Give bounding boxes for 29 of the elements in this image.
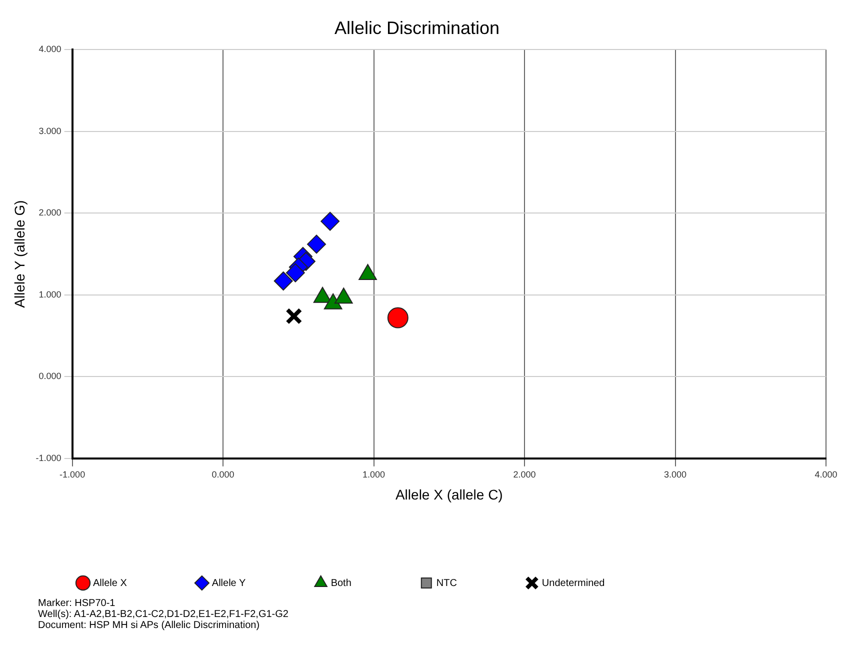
text: Document: HSP MH si APs (Allelic Discrimination)	[38, 620, 261, 631]
x-axis-title: Allele X (allele C)	[395, 486, 503, 502]
y-tick-label: 1.000	[38, 289, 62, 300]
y-tick-label: 3.000	[38, 126, 62, 136]
legend-label: Both	[330, 578, 352, 589]
x-tick-label: -1.000	[60, 469, 86, 480]
y-tick-label: 4.000	[38, 44, 62, 54]
y-tick-label: 0.000	[38, 371, 62, 382]
text: Well(s): A1-A2,B1-B2,C1-C2,D1-D2,E1-E2,F1-F2,G1-G2	[38, 609, 290, 620]
legend-label: Allele X	[93, 578, 128, 589]
y-tick-label: -1.000	[36, 452, 62, 463]
point	[274, 271, 293, 290]
y-tick-label: 2.000	[38, 208, 62, 218]
x-tick-label: 3.000	[664, 469, 687, 480]
x-tick-label: 2.000	[513, 469, 536, 480]
point	[286, 263, 305, 282]
y-axis-title: Allele Y (allele G)	[11, 200, 28, 308]
point	[286, 308, 302, 324]
legend-label: NTC	[436, 578, 457, 589]
point	[387, 307, 408, 328]
x-tick-label: 1.000	[362, 469, 386, 480]
x-tick-label: 0.000	[212, 469, 234, 480]
legend-label: Allele Y	[212, 578, 246, 589]
point	[320, 212, 340, 231]
point	[307, 234, 326, 254]
x-tick-label: 4.000	[814, 469, 838, 480]
text: Marker: HSP70-1	[38, 598, 116, 609]
chart-title: Allelic Discrimination	[334, 18, 500, 38]
legend-label: Undetermined	[542, 578, 605, 589]
